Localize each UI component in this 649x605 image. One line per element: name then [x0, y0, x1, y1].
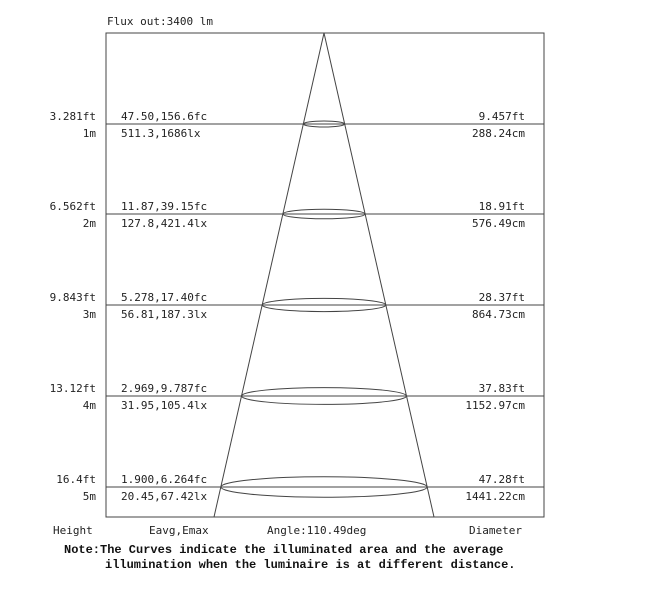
note-line-1: Note:The Curves indicate the illuminated… [64, 543, 504, 557]
diameter-ft-label: 28.37ft [479, 291, 525, 304]
illuminance-lx-label: 56.81,187.3lx [121, 308, 207, 321]
diagram-frame [105, 32, 545, 518]
diameter-cm-label: 1441.22cm [465, 490, 525, 503]
height-m-label: 5m [83, 490, 97, 503]
distance-row: 6.562ft 2m 11.87,39.15fc 127.8,421.4lx 18.91… [50, 200, 544, 230]
beam-ellipse [282, 208, 366, 220]
illuminance-lx-label: 31.95,105.4lx [121, 399, 207, 412]
cone-right-edge [323, 32, 435, 518]
illuminance-lx-label: 127.8,421.4lx [121, 217, 207, 230]
distance-row: 3.281ft 1m 47.50,156.6fc 511.3,1686lx 9.457f… [50, 110, 544, 140]
note-line-2: illumination when the luminaire is at di… [105, 558, 516, 572]
height-m-label: 1m [83, 127, 97, 140]
cone-left-edge [213, 32, 325, 518]
illuminance-lx-label: 511.3,1686lx [121, 127, 201, 140]
height-ft-label: 6.562ft [50, 200, 96, 213]
diameter-ft-label: 47.28ft [479, 473, 525, 486]
beam-ellipse [220, 476, 428, 498]
flux-label: Flux out:3400 lm [107, 15, 213, 28]
illuminance-fc-label: 1.900,6.264fc [121, 473, 207, 486]
diameter-cm-label: 864.73cm [472, 308, 525, 321]
height-ft-label: 9.843ft [50, 291, 96, 304]
distance-rows: 3.281ft 1m 47.50,156.6fc 511.3,1686lx 9.457f… [50, 110, 544, 503]
diameter-ft-label: 9.457ft [479, 110, 525, 123]
illuminance-lx-label: 20.45,67.42lx [121, 490, 207, 503]
angle-label: Angle:110.49deg [267, 524, 366, 537]
beam-ellipse [261, 297, 387, 313]
diameter-cm-label: 288.24cm [472, 127, 525, 140]
diameter-cm-label: 576.49cm [472, 217, 525, 230]
height-m-label: 3m [83, 308, 97, 321]
distance-row: 9.843ft 3m 5.278,17.40fc 56.81,187.3lx 28.37… [50, 291, 544, 321]
height-m-label: 2m [83, 217, 97, 230]
height-ft-label: 3.281ft [50, 110, 96, 123]
diameter-cm-label: 1152.97cm [465, 399, 525, 412]
height-ft-label: 16.4ft [56, 473, 96, 486]
illuminance-fc-label: 2.969,9.787fc [121, 382, 207, 395]
height-ft-label: 13.12ft [50, 382, 96, 395]
illuminance-fc-label: 11.87,39.15fc [121, 200, 207, 213]
distance-row: 13.12ft 4m 2.969,9.787fc 31.95,105.4lx 37.83… [50, 382, 544, 412]
height-m-label: 4m [83, 399, 97, 412]
illuminance-fc-label: 47.50,156.6fc [121, 110, 207, 123]
eavg-column-label: Eavg,Emax [149, 524, 209, 537]
diameter-ft-label: 18.91ft [479, 200, 525, 213]
height-column-label: Height [53, 524, 93, 537]
beam-ellipse [241, 387, 407, 405]
diameter-ft-label: 37.83ft [479, 382, 525, 395]
beam-ellipse [302, 120, 346, 128]
diameter-column-label: Diameter [469, 524, 522, 537]
illuminance-fc-label: 5.278,17.40fc [121, 291, 207, 304]
distance-row: 16.4ft 5m 1.900,6.264fc 20.45,67.42lx 47.28f… [56, 473, 544, 503]
